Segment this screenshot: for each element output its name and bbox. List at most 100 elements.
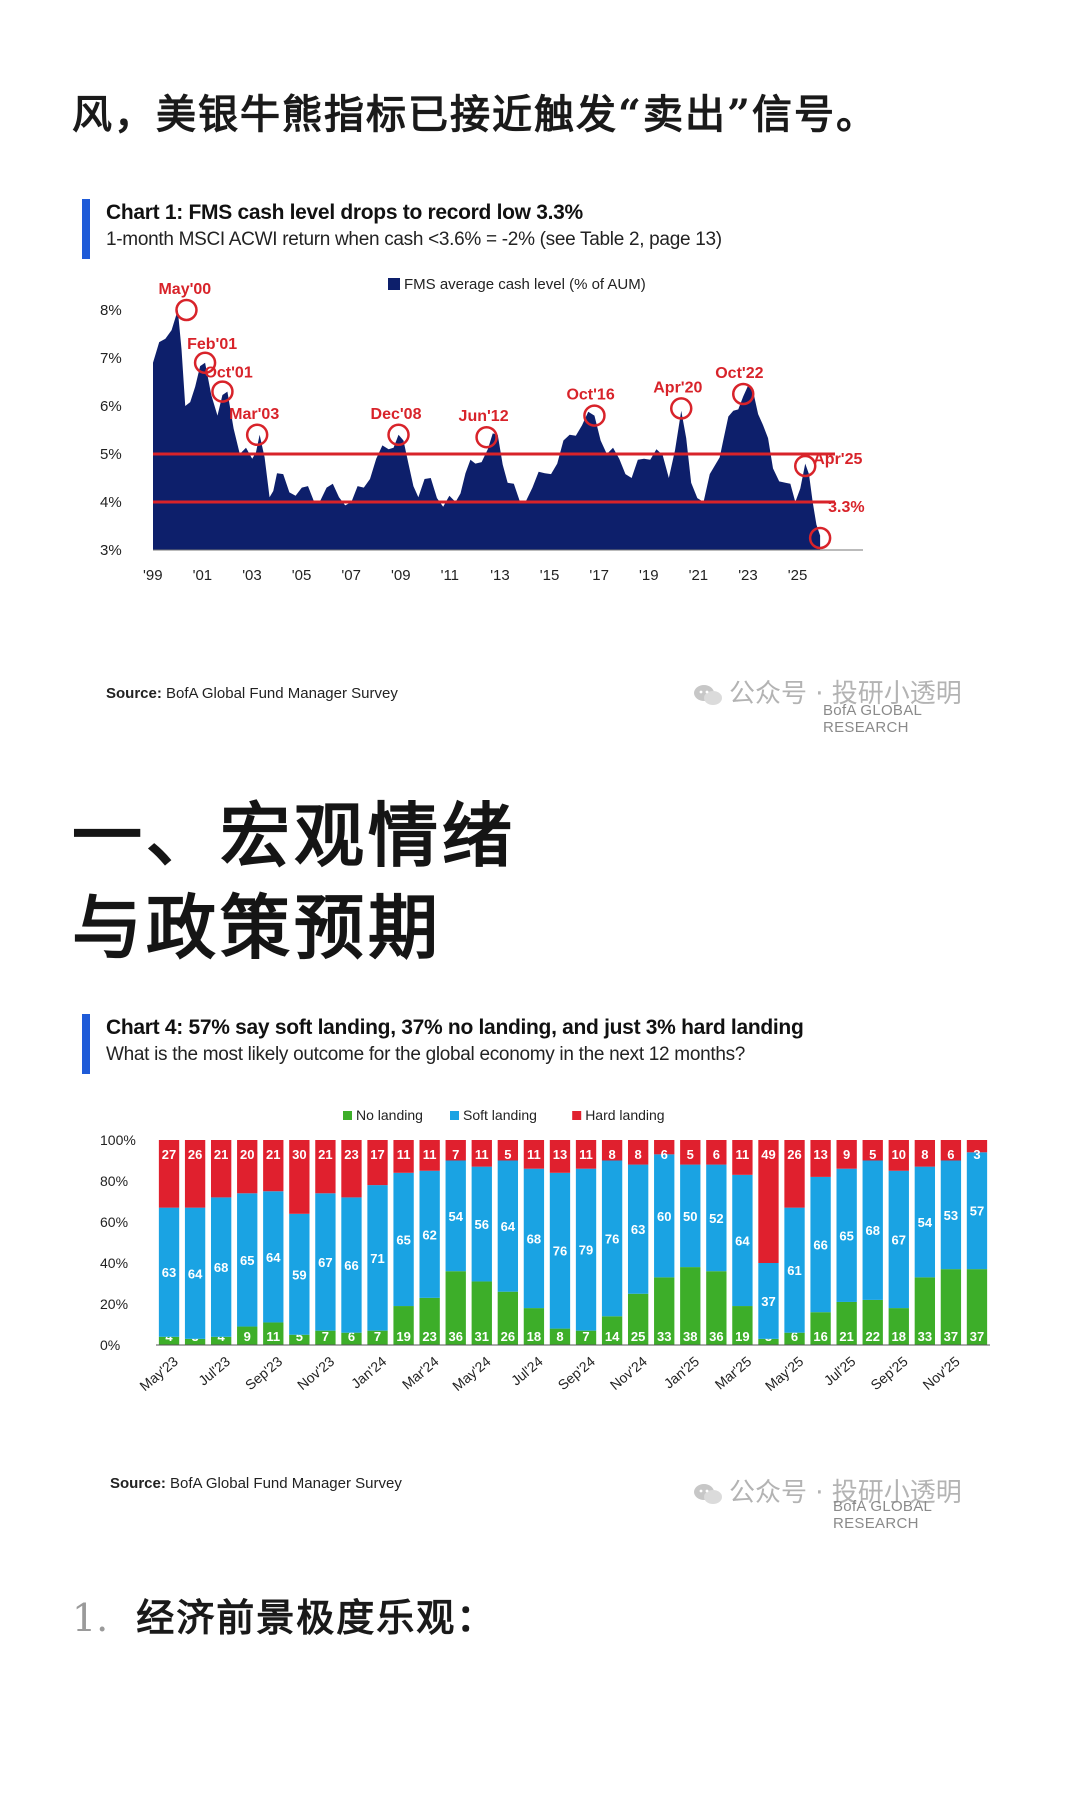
x-tick-label: May'23: [136, 1353, 181, 1394]
data-label: 23: [422, 1329, 436, 1344]
bar-segment: [862, 1140, 883, 1161]
x-tick-label: '25: [788, 567, 808, 584]
data-label: 49: [761, 1147, 775, 1162]
y-tick-label: 80%: [100, 1173, 128, 1189]
data-label: 21: [214, 1147, 228, 1162]
data-label: 63: [162, 1265, 176, 1280]
annotation-label: Oct'16: [566, 387, 614, 404]
bar-segment: [523, 1168, 545, 1309]
data-label: 11: [579, 1147, 593, 1162]
bar-segment: [914, 1277, 936, 1345]
bar-segment: [393, 1306, 414, 1345]
data-label: 13: [553, 1147, 567, 1162]
chart1-header: Chart 1: FMS cash level drops to record …: [78, 195, 1008, 265]
bar-segment: [862, 1160, 883, 1300]
intro-paragraph: 风，美银牛熊指标已接近触发“卖出”信号。: [72, 91, 879, 138]
data-label: 22: [865, 1329, 879, 1344]
bar-segment: [210, 1197, 232, 1337]
bar-segment: [471, 1140, 492, 1167]
cash-level-figure: Chart 1: FMS cash level drops to record …: [78, 195, 1008, 740]
bar-segment: [341, 1332, 362, 1345]
bar-segment: [315, 1193, 336, 1331]
cash-level-area: [153, 310, 821, 550]
data-label: 33: [657, 1329, 671, 1344]
data-label: 25: [631, 1329, 645, 1344]
bar-segment: [627, 1140, 649, 1165]
bar-segment: [419, 1297, 440, 1345]
data-label: 7: [452, 1147, 459, 1162]
data-label: 5: [296, 1329, 303, 1344]
data-label: 26: [188, 1147, 202, 1162]
bar-segment: [784, 1332, 805, 1345]
bar-segment: [549, 1328, 571, 1345]
chart2-source: Source: BofA Global Fund Manager Survey: [110, 1475, 402, 1492]
annotation-circle: [731, 382, 755, 406]
annotation-circle: [193, 351, 217, 375]
bar-segment: [601, 1140, 623, 1161]
annotation-label: Oct'22: [715, 365, 763, 382]
y-tick-label: 0%: [100, 1337, 120, 1353]
data-label: 26: [787, 1147, 801, 1162]
data-label: 8: [608, 1147, 615, 1162]
x-tick-label: Jul'24: [508, 1353, 546, 1389]
annotation-circle: [175, 298, 198, 322]
data-label: 54: [448, 1209, 463, 1224]
data-label: 56: [475, 1217, 489, 1232]
data-label: 6: [713, 1147, 720, 1162]
data-label: 36: [448, 1329, 462, 1344]
bar-segment: [419, 1140, 440, 1171]
legend-swatch: [343, 1111, 352, 1120]
data-label: 18: [527, 1329, 541, 1344]
annotation-label: 3.3%: [828, 499, 864, 516]
x-tick-label: Sep'25: [867, 1353, 911, 1393]
bar-segment: [836, 1168, 857, 1302]
chart2-accent-bar: [82, 1014, 90, 1074]
data-label: 33: [918, 1329, 932, 1344]
bar-segment: [289, 1334, 310, 1345]
bar-segment: [471, 1166, 492, 1282]
bar-segment: [497, 1160, 519, 1292]
data-label: 52: [709, 1211, 723, 1226]
bar-segment: [237, 1193, 258, 1327]
annotation-circle: [211, 380, 234, 403]
bar-segment: [836, 1140, 857, 1169]
x-tick-label: Nov'23: [294, 1353, 337, 1393]
data-label: 67: [318, 1255, 332, 1270]
bar-segment: [471, 1281, 492, 1345]
bar-segment: [940, 1269, 962, 1345]
bar-segment: [810, 1176, 831, 1313]
data-label: 16: [813, 1329, 827, 1344]
data-label: 64: [266, 1250, 281, 1265]
x-tick-label: Sep'24: [555, 1353, 599, 1393]
y-tick-label: 8%: [100, 302, 122, 319]
x-tick-label: '23: [738, 567, 758, 584]
bar-segment: [263, 1140, 284, 1192]
chart1-subtitle: 1-month MSCI ACWI return when cash <3.6%…: [106, 229, 722, 250]
data-label: 11: [423, 1147, 437, 1162]
chart1-source-text: BofA Global Fund Manager Survey: [166, 685, 398, 702]
x-tick-label: Nov'25: [919, 1353, 962, 1393]
chart1-accent-bar: [82, 199, 90, 259]
bar-segment: [784, 1140, 805, 1208]
bar-segment: [289, 1213, 310, 1335]
bar-segment: [263, 1191, 284, 1323]
bar-segment: [732, 1140, 753, 1175]
x-tick-label: '11: [441, 567, 459, 584]
y-tick-label: 3%: [100, 542, 122, 559]
data-label: 67: [892, 1232, 906, 1247]
bar-segment: [367, 1185, 388, 1331]
data-label: 13: [813, 1147, 827, 1162]
bar-segment: [523, 1308, 545, 1345]
bar-segment: [627, 1293, 649, 1345]
bar-segment: [888, 1170, 909, 1309]
annotation-label: Apr'20: [653, 379, 702, 396]
bar-segment: [210, 1140, 232, 1198]
data-label: 20: [240, 1147, 254, 1162]
chart2-source-label: Source:: [110, 1475, 166, 1492]
x-tick-label: Jan'24: [348, 1353, 390, 1392]
x-tick-label: '01: [193, 567, 213, 584]
x-tick-label: '05: [292, 567, 312, 584]
bar-segment: [654, 1277, 675, 1345]
data-label: 54: [918, 1215, 933, 1230]
bar-segment: [966, 1140, 988, 1153]
